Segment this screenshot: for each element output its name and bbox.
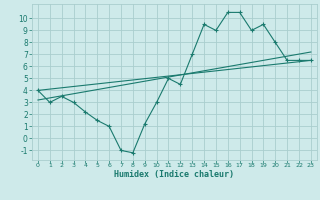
X-axis label: Humidex (Indice chaleur): Humidex (Indice chaleur): [115, 170, 234, 179]
